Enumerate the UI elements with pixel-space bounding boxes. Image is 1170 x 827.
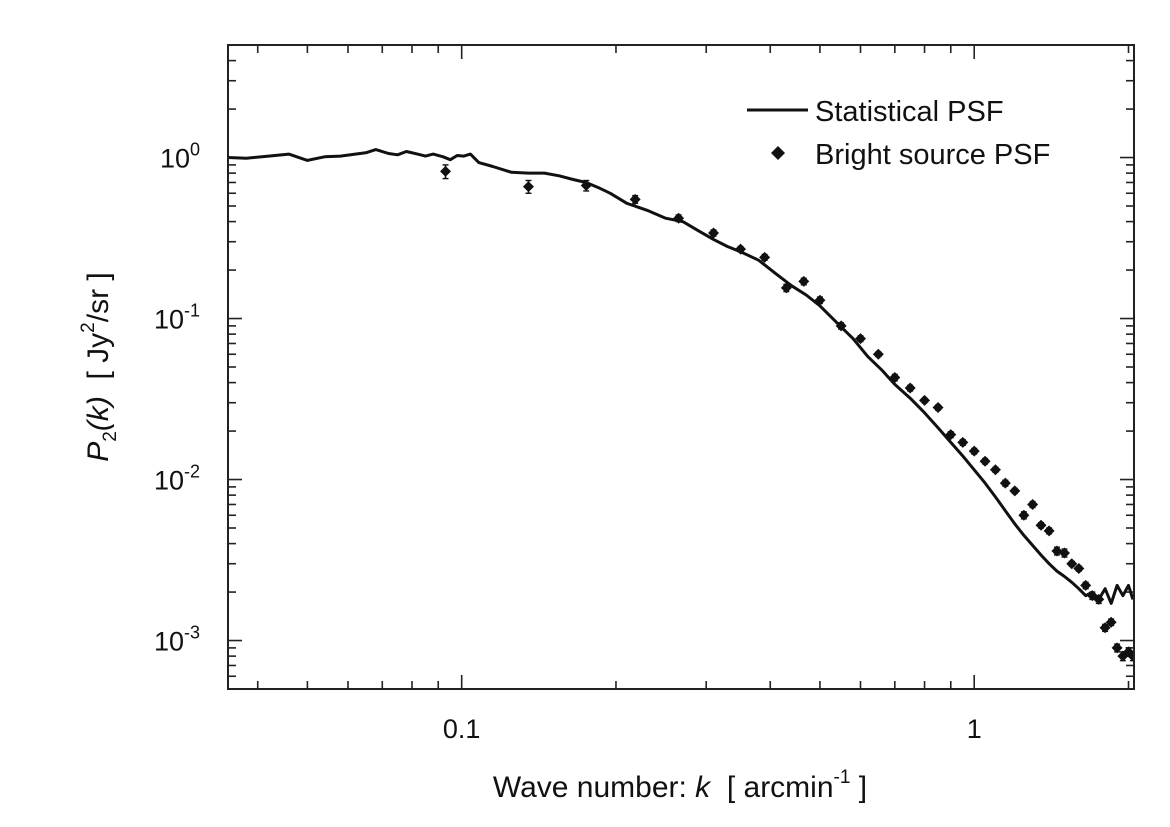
data-point-bright-source-psf <box>1105 616 1117 628</box>
y-tick-label: 100 <box>160 140 200 174</box>
x-tick-label: 1 <box>967 714 982 744</box>
data-point-bright-source-psf <box>932 402 944 414</box>
y-tick-label-exp: 0 <box>190 140 200 160</box>
data-point-bright-source-psf <box>1009 485 1021 497</box>
data-point-bright-source-psf <box>1127 650 1134 662</box>
data-point-bright-source-psf <box>999 477 1011 489</box>
data-point-bright-source-psf <box>919 394 931 406</box>
data-point-bright-source-psf <box>989 464 1001 476</box>
data-point-bright-source-psf <box>580 180 592 192</box>
data-point-bright-source-psf <box>1073 563 1085 575</box>
data-point-bright-source-psf <box>673 212 685 224</box>
legend-diamond-swatch <box>771 146 785 160</box>
data-point-bright-source-psf <box>904 382 916 394</box>
data-point-bright-source-psf <box>957 436 969 448</box>
y-axis-label-sub: 2 <box>100 431 121 442</box>
x-axis-label-exp: -1 <box>834 767 851 788</box>
data-point-bright-source-psf <box>1093 593 1105 605</box>
legend-label-statistical-psf: Statistical PSF <box>815 96 1004 128</box>
legend: Statistical PSF Bright source PSF <box>747 96 1050 171</box>
y-tick-label-exp: -2 <box>184 462 200 482</box>
x-tick-labels: 0.1 1 <box>443 714 982 744</box>
y-axis-label-unit: [ Jy <box>82 333 115 396</box>
legend-label-bright-source-psf: Bright source PSF <box>815 139 1050 171</box>
x-axis-label-var: k <box>695 771 712 804</box>
data-point-bright-source-psf <box>1058 547 1070 559</box>
data-point-bright-source-psf <box>1027 498 1039 510</box>
x-axis-label-close: ] <box>850 771 867 804</box>
data-point-bright-source-psf <box>855 333 867 345</box>
y-tick-label-exp: -3 <box>184 623 200 643</box>
y-axis-label-exp: 2 <box>78 322 99 333</box>
data-point-bright-source-psf <box>759 251 771 263</box>
y-axis-label: P2(k) [ Jy2/sr ] <box>78 272 121 462</box>
x-axis-label-unit: [ arcmin <box>710 771 833 804</box>
y-tick-label-base: 10 <box>154 305 184 335</box>
y-axis-label-arg: (k) <box>82 396 115 431</box>
data-point-bright-source-psf <box>440 165 452 177</box>
data-point-bright-source-psf <box>1099 622 1111 634</box>
data-point-bright-source-psf <box>1080 579 1092 591</box>
data-point-bright-source-psf <box>708 227 720 239</box>
minor-ticks <box>228 44 1134 690</box>
data-point-bright-source-psf <box>835 320 847 332</box>
y-tick-label: 10-3 <box>154 623 200 657</box>
data-point-bright-source-psf <box>968 445 980 457</box>
plot-content <box>228 148 1134 662</box>
data-point-bright-source-psf <box>814 294 826 306</box>
data-point-bright-source-psf <box>872 348 884 360</box>
y-tick-label-exp: -1 <box>184 301 200 321</box>
x-tick-label: 0.1 <box>443 714 481 744</box>
y-tick-label: 10-2 <box>154 462 200 496</box>
x-axis-label-prefix: Wave number: <box>493 771 695 804</box>
data-point-bright-source-psf <box>1111 642 1123 654</box>
x-axis-label: Wave number: k [ arcmin-1 ] <box>493 767 867 804</box>
data-point-bright-source-psf <box>780 282 792 294</box>
y-tick-label-base: 10 <box>160 144 190 174</box>
data-point-bright-source-psf <box>1018 509 1030 521</box>
data-point-bright-source-psf <box>1035 519 1047 531</box>
y-axis-label-var: P <box>82 442 115 462</box>
series-line-statistical-psf <box>228 148 1134 605</box>
data-point-bright-source-psf <box>798 275 810 287</box>
y-tick-label: 10-1 <box>154 301 200 335</box>
data-point-bright-source-psf <box>735 243 747 255</box>
data-point-bright-source-psf <box>1066 558 1078 570</box>
data-point-bright-source-psf <box>522 181 534 193</box>
y-tick-label-base: 10 <box>154 466 184 496</box>
plot-frame <box>227 44 1135 690</box>
data-point-bright-source-psf <box>629 193 641 205</box>
y-tick-label-base: 10 <box>154 627 184 657</box>
data-point-bright-source-psf <box>945 429 957 441</box>
data-point-bright-source-psf <box>1043 525 1055 537</box>
data-point-bright-source-psf <box>1051 545 1063 557</box>
y-axis-label-close: /sr ] <box>82 272 115 322</box>
data-point-bright-source-psf <box>979 455 991 467</box>
data-point-bright-source-psf <box>889 372 901 384</box>
